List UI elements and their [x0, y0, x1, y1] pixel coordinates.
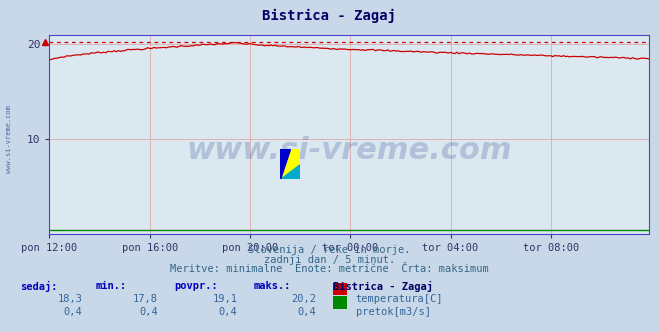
Text: maks.:: maks.:: [254, 281, 291, 290]
Text: Bistrica - Zagaj: Bistrica - Zagaj: [333, 281, 433, 291]
Polygon shape: [280, 164, 300, 179]
Text: www.si-vreme.com: www.si-vreme.com: [186, 136, 512, 165]
Text: pretok[m3/s]: pretok[m3/s]: [356, 307, 431, 317]
Text: povpr.:: povpr.:: [175, 281, 218, 290]
Text: zadnji dan / 5 minut.: zadnji dan / 5 minut.: [264, 255, 395, 265]
Text: Bistrica - Zagaj: Bistrica - Zagaj: [262, 9, 397, 24]
Text: 0,4: 0,4: [64, 307, 82, 317]
Text: 19,1: 19,1: [212, 294, 237, 304]
Text: 17,8: 17,8: [133, 294, 158, 304]
Text: sedaj:: sedaj:: [20, 281, 57, 291]
Text: 0,4: 0,4: [298, 307, 316, 317]
Text: temperatura[C]: temperatura[C]: [356, 294, 444, 304]
Text: Meritve: minimalne  Enote: metrične  Črta: maksimum: Meritve: minimalne Enote: metrične Črta:…: [170, 264, 489, 274]
Text: Slovenija / reke in morje.: Slovenija / reke in morje.: [248, 245, 411, 255]
Text: www.si-vreme.com: www.si-vreme.com: [5, 106, 12, 173]
Text: 20,2: 20,2: [291, 294, 316, 304]
Text: min.:: min.:: [96, 281, 127, 290]
Text: 0,4: 0,4: [219, 307, 237, 317]
Text: 0,4: 0,4: [140, 307, 158, 317]
Polygon shape: [280, 149, 290, 179]
Text: 18,3: 18,3: [57, 294, 82, 304]
